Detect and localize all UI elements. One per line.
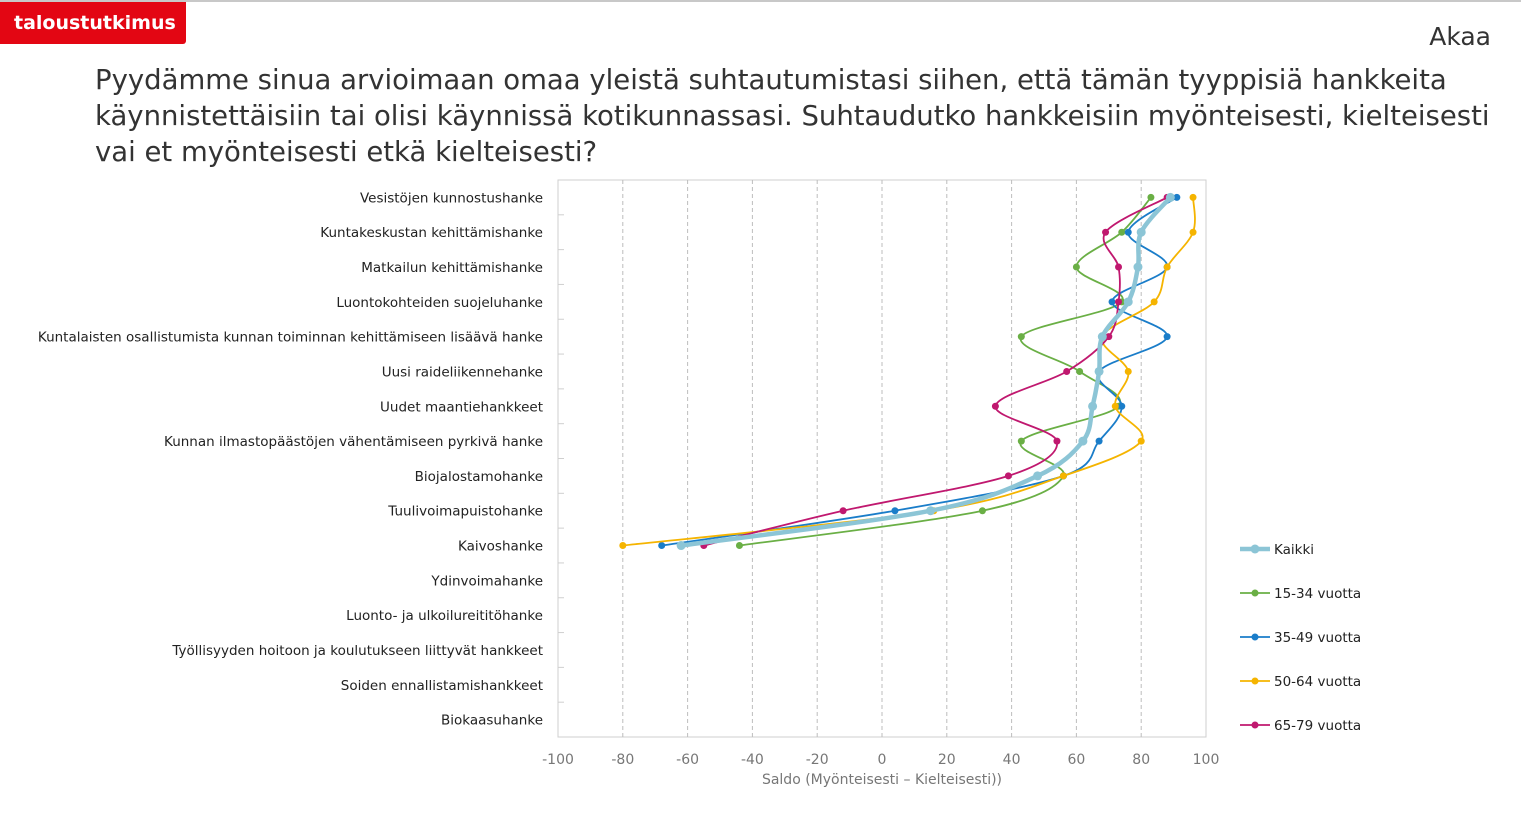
data-point	[1115, 263, 1123, 271]
legend-swatch-marker	[1250, 544, 1260, 554]
legend-swatch-marker	[1251, 721, 1259, 729]
chart-series	[619, 192, 1197, 551]
data-point	[1136, 227, 1146, 237]
x-tick-label: 80	[1132, 752, 1150, 768]
data-point	[1189, 228, 1197, 236]
category-labels: Vesistöjen kunnostushanke Kuntakeskustan …	[38, 190, 543, 728]
x-tick-label: 60	[1067, 752, 1085, 768]
data-point	[1004, 472, 1012, 480]
data-point	[1124, 228, 1132, 236]
category-label: Työllisyyden hoitoon ja koulutukseen lii…	[171, 643, 543, 659]
data-point	[1017, 437, 1025, 445]
category-label: Luonto- ja ulkoilureititöhanke	[346, 608, 543, 624]
data-point	[991, 402, 999, 410]
x-tick-label: -20	[806, 752, 829, 768]
data-point	[1095, 437, 1103, 445]
top-rule	[0, 0, 1521, 2]
chart-legend: Kaikki 15-34 vuotta 35-49 vuotta 50-64 vuot…	[1240, 542, 1361, 734]
data-point	[735, 542, 743, 550]
x-tick-label: 0	[878, 752, 887, 768]
data-point	[1059, 472, 1067, 480]
category-label: Kuntalaisten osallistumista kunnan toimi…	[38, 330, 543, 346]
data-point	[1105, 333, 1113, 341]
data-point	[1053, 437, 1061, 445]
category-label: Biokaasuhanke	[441, 713, 543, 729]
category-label: Biojalostamohanke	[415, 469, 543, 485]
category-label: Uudet maantiehankkeet	[380, 399, 543, 415]
category-label: Ydinvoimahanke	[430, 573, 543, 589]
data-point	[891, 507, 899, 515]
category-label: Soiden ennallistamishankkeet	[341, 678, 543, 694]
data-point	[1189, 193, 1197, 201]
data-point	[839, 507, 847, 515]
x-tick-label: -60	[676, 752, 699, 768]
data-point	[1076, 367, 1084, 375]
legend-swatch-marker	[1251, 633, 1259, 641]
data-point	[1097, 332, 1107, 342]
legend-label: 15-34 vuotta	[1274, 586, 1361, 602]
category-label: Matkailun kehittämishanke	[361, 260, 543, 276]
place-title: Akaa	[1429, 22, 1491, 51]
data-point	[1078, 436, 1088, 446]
data-point	[978, 507, 986, 515]
data-point	[658, 542, 666, 550]
question-text: Pyydämme sinua arvioimaan omaa yleistä s…	[95, 64, 1490, 168]
x-tick-label: -100	[542, 752, 574, 768]
legend-label: Kaikki	[1274, 542, 1314, 558]
data-point	[1033, 471, 1043, 481]
x-tick-label: 40	[1003, 752, 1021, 768]
legend-swatch-marker	[1251, 589, 1259, 597]
category-label: Tuulivoimapuistohanke	[387, 504, 543, 520]
data-point	[619, 542, 627, 550]
data-point	[1163, 333, 1171, 341]
category-label: Vesistöjen kunnostushanke	[360, 190, 543, 206]
series-line	[738, 196, 1152, 547]
data-point	[1118, 402, 1126, 410]
data-point	[926, 506, 936, 516]
legend-label: 35-49 vuotta	[1274, 630, 1361, 646]
category-label: Kuntakeskustan kehittämishanke	[320, 225, 543, 241]
data-point	[1133, 262, 1143, 272]
legend-label: 65-79 vuotta	[1274, 718, 1361, 734]
data-point	[1137, 437, 1145, 445]
data-point	[1173, 193, 1181, 201]
x-tick-label: 20	[938, 752, 956, 768]
brand-logo: taloustutkimus	[0, 2, 186, 44]
data-point	[1063, 367, 1071, 375]
data-point	[1102, 228, 1110, 236]
data-point	[1111, 402, 1119, 410]
data-point	[1163, 263, 1171, 271]
data-point	[1094, 366, 1104, 376]
plot-area-border	[557, 179, 1207, 738]
chart-grid	[557, 179, 1207, 738]
data-point	[1118, 228, 1126, 236]
legend-swatch-marker	[1251, 677, 1259, 685]
data-point	[1115, 298, 1123, 306]
data-point	[1147, 193, 1155, 201]
x-tick-label: -80	[611, 752, 634, 768]
data-point	[1165, 192, 1175, 202]
legend-label: 50-64 vuotta	[1274, 674, 1361, 690]
x-tick-label: -40	[741, 752, 764, 768]
x-tick-labels: -100 -80 -60 -40 -20 0 20 40 60 80 100	[542, 752, 1219, 768]
category-label: Kaivoshanke	[458, 539, 543, 555]
data-point	[1124, 367, 1132, 375]
category-label: Uusi raideliikennehanke	[382, 364, 543, 380]
data-point	[1108, 298, 1116, 306]
data-point	[1150, 298, 1158, 306]
data-point	[1072, 263, 1080, 271]
category-label: Kunnan ilmastopäästöjen vähentämiseen py…	[164, 434, 543, 450]
x-tick-label: 100	[1193, 752, 1220, 768]
data-point	[676, 541, 686, 551]
x-axis-title: Saldo (Myönteisesti – Kielteisesti))	[762, 772, 1002, 788]
data-point	[1123, 297, 1133, 307]
category-label: Luontokohteiden suojeluhanke	[336, 295, 543, 311]
data-point	[1017, 333, 1025, 341]
data-point	[1088, 401, 1098, 411]
